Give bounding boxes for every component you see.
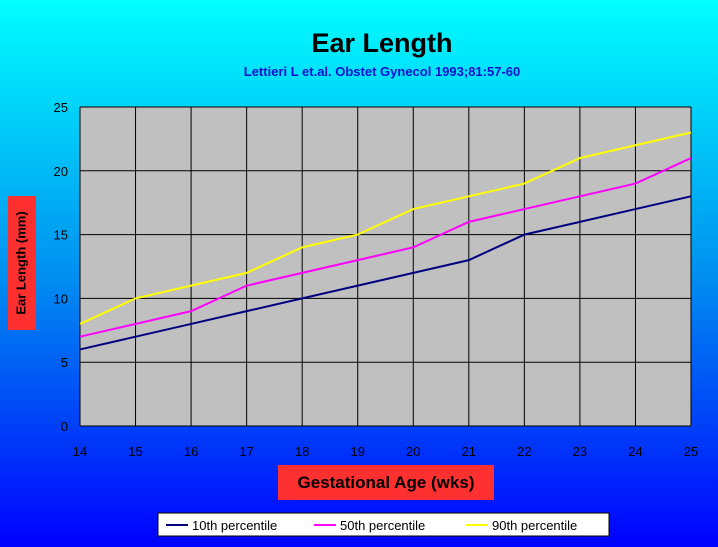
y-tick-label: 0 [61,419,68,434]
grid-lines [79,106,692,427]
x-tick-label: 20 [406,444,420,459]
y-axis-label: Ear Length (mm) [13,211,28,314]
legend-box [157,512,610,537]
series-lines [79,131,692,351]
x-tick-label: 16 [184,444,198,459]
legend: 10th percentile 50th percentile 90th perce… [157,512,610,537]
series-line-1 [79,195,692,351]
series-line-2 [79,157,692,338]
x-tick-label: 19 [350,444,364,459]
x-tick-label: 24 [628,444,642,459]
x-tick-label: 18 [295,444,309,459]
chart-subtitle: Lettieri L et.al. Obstet Gynecol 1993;81… [244,64,521,79]
y-tick-label: 25 [54,100,68,115]
x-tick-label: 21 [462,444,476,459]
x-tick-label: 14 [73,444,87,459]
legend-items: 10th percentile 50th percentile 90th perce… [166,518,577,533]
y-tick-label: 20 [54,164,68,179]
legend-label-3: 90th percentile [492,518,577,533]
x-tick-label: 15 [128,444,142,459]
y-tick-label: 15 [54,228,68,243]
x-tick-label: 25 [684,444,698,459]
y-tick-label: 10 [54,291,68,306]
plot-area [79,106,692,427]
x-axis-label: Gestational Age (wks) [298,473,475,492]
y-tick-label: 5 [61,355,68,370]
x-axis-title-box [278,465,494,500]
y-axis-title: Ear Length (mm) [8,196,36,330]
x-tick-label: 22 [517,444,531,459]
legend-label-1: 10th percentile [192,518,277,533]
x-tick-label: 17 [239,444,253,459]
series-line-3 [79,131,692,325]
y-tick-labels: 0 5 10 15 20 25 [54,100,68,434]
x-tick-label: 23 [573,444,587,459]
y-axis-title-box [8,196,36,330]
legend-label-2: 50th percentile [340,518,425,533]
chart-title: Ear Length [311,28,452,58]
x-tick-labels: 14 15 16 17 18 19 20 21 22 23 24 25 [73,444,698,459]
x-axis-title: Gestational Age (wks) [278,465,494,500]
